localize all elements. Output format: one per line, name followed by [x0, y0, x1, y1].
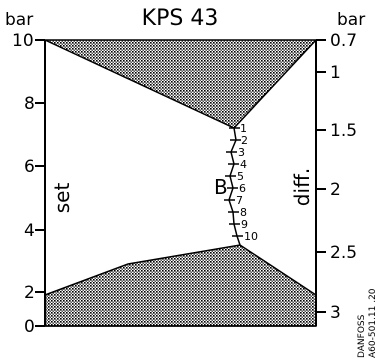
lower-range-area [44, 244, 317, 327]
diff-axis-label: diff. [290, 168, 314, 206]
credit-line-1: DANFOSS [357, 314, 367, 358]
b-mark-10: 10 [244, 230, 258, 243]
b-mark-4: 4 [240, 158, 247, 171]
right-tick-label-3: 3 [330, 303, 341, 323]
b-mark-5: 5 [237, 170, 244, 183]
right-unit-label: bar [337, 10, 365, 30]
left-tick-label-10: 10 [12, 31, 34, 51]
b-scale-marks: 1 2 3 4 5 6 7 8 9 10 [236, 122, 258, 243]
left-tick-label-2: 2 [24, 283, 35, 303]
right-tick-label-0.7: 0.7 [330, 31, 357, 51]
credit-line-2: A60-501.11 .20 [368, 288, 378, 358]
set-axis-label: set [50, 183, 74, 214]
left-tick-label-0: 0 [24, 317, 35, 337]
right-tick-label-2: 2 [330, 180, 341, 200]
right-axis-ticks [316, 39, 326, 313]
b-mark-9: 9 [241, 218, 248, 231]
b-mark-2: 2 [241, 134, 248, 147]
left-tick-label-6: 6 [24, 157, 35, 177]
b-scale-ticks [224, 127, 243, 237]
right-tick-label-1.5: 1.5 [330, 121, 357, 141]
upper-range-area [44, 39, 318, 129]
left-unit-label: bar [5, 10, 33, 30]
left-tick-label-8: 8 [24, 94, 35, 114]
right-tick-label-2.5: 2.5 [330, 243, 357, 263]
chart-title: KPS 43 [142, 6, 219, 31]
b-mark-1: 1 [240, 122, 247, 135]
b-mark-6: 6 [239, 182, 246, 195]
left-axis-ticks [35, 39, 45, 327]
b-mark-3: 3 [238, 146, 245, 159]
b-mark-8: 8 [240, 206, 247, 219]
left-tick-label-4: 4 [24, 221, 35, 241]
b-scale-letter: B [214, 175, 228, 199]
right-tick-label-1: 1 [330, 63, 341, 83]
b-mark-7: 7 [236, 194, 243, 207]
